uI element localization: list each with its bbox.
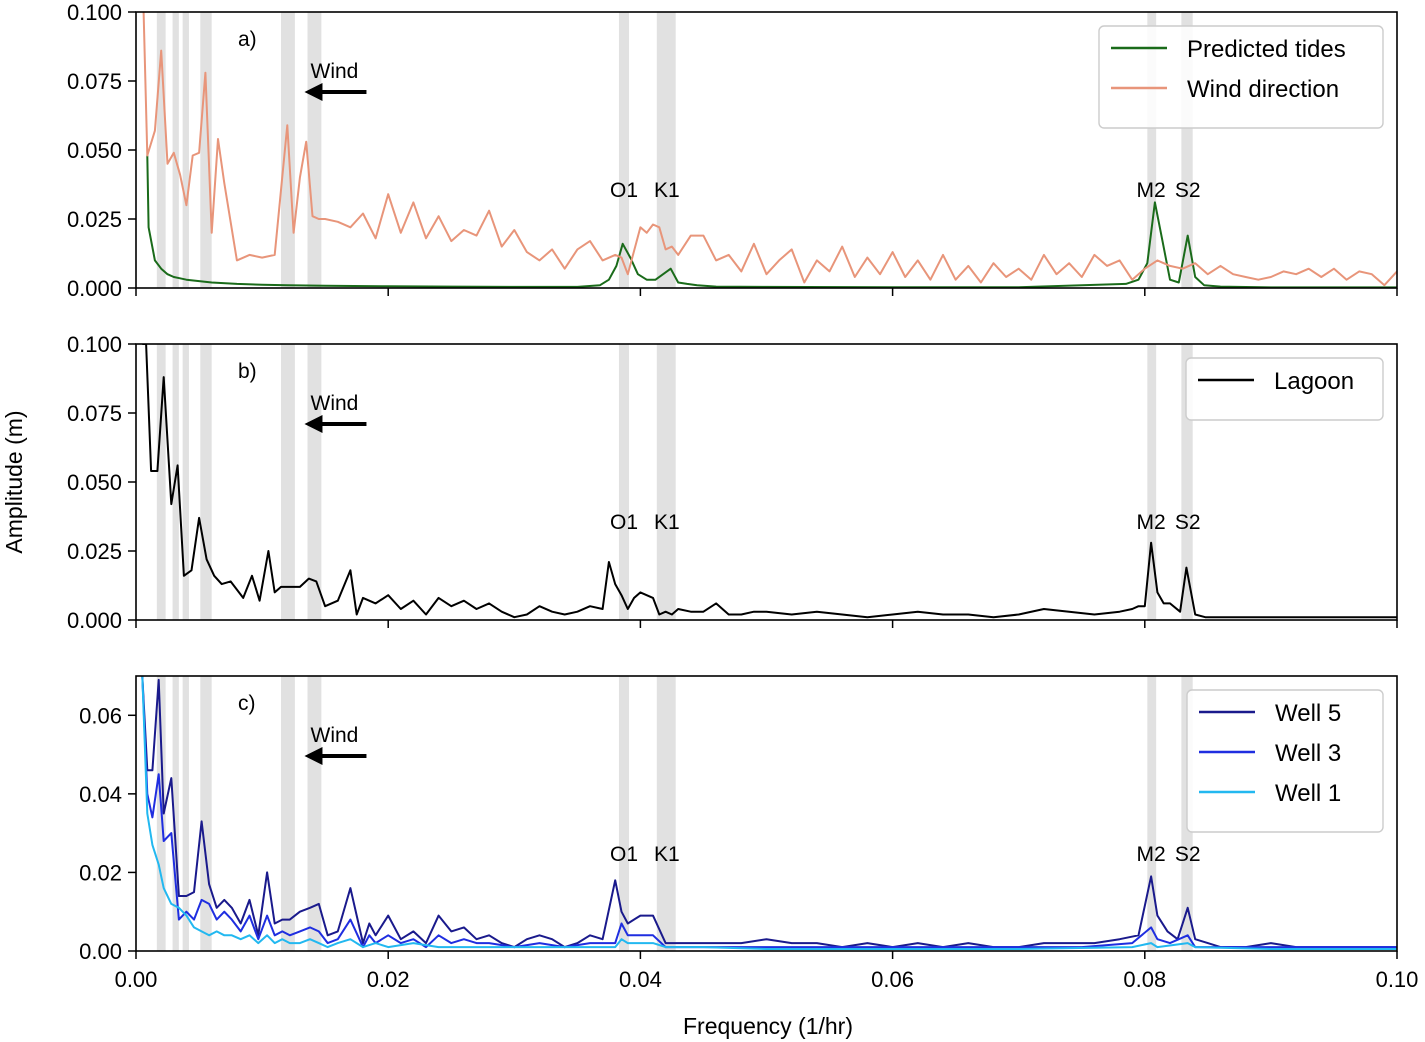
tide-label-o1: O1 [610, 511, 638, 534]
y-tick-label: 0.02 [79, 860, 122, 885]
x-tick-label: 0.08 [1123, 967, 1166, 992]
wind-arrow-head [304, 415, 323, 433]
y-tick-label: 0.000 [67, 608, 122, 633]
y-tick-label: 0.050 [67, 138, 122, 163]
wind-arrow-head [304, 83, 323, 101]
tide-label-m2: M2 [1137, 843, 1166, 866]
y-tick-label: 0.025 [67, 539, 122, 564]
y-axis-title: Amplitude (m) [1, 410, 27, 553]
shaded-band [156, 344, 166, 620]
x-tick-label: 0.06 [871, 967, 914, 992]
panel-1: 0.000 0.025 0.050 0.075 0.100 a) Wind O1 K1 M2 S2 P… [67, 0, 1398, 301]
shaded-band [307, 344, 322, 620]
panel-2: 0.000 0.025 0.050 0.075 0.100 b) Wind O1 K1 M2 S2 L… [67, 332, 1398, 633]
y-tick-label: 0.075 [67, 401, 122, 426]
legend-box [1098, 25, 1384, 129]
legend-entry: Predicted tides [1187, 36, 1346, 63]
x-tick-label: 0.04 [619, 967, 662, 992]
shaded-band [1147, 676, 1157, 951]
tide-label-m2: M2 [1137, 511, 1166, 534]
shaded-band [618, 676, 630, 951]
legend-entry: Well 3 [1275, 740, 1341, 767]
tide-label-k1: K1 [654, 843, 680, 866]
shaded-band [307, 676, 322, 951]
series-lines [142, 344, 1397, 619]
y-tick-label: 0.00 [79, 939, 122, 964]
shaded-bands [156, 344, 1193, 620]
tide-label-s2: S2 [1175, 511, 1201, 534]
tide-label-s2: S2 [1175, 179, 1201, 202]
y-tick-label: 0.100 [67, 0, 122, 25]
plot-frame [135, 675, 1398, 952]
tide-label-k1: K1 [654, 511, 680, 534]
y-tick-label: 0.075 [67, 69, 122, 94]
y-tick-label: 0.06 [79, 703, 122, 728]
shaded-band [1147, 12, 1157, 288]
y-tick-label: 0.000 [67, 276, 122, 301]
panel-label: a) [238, 28, 257, 51]
series-line-well-3 [141, 676, 1397, 949]
shaded-band [281, 676, 295, 951]
shaded-band [200, 676, 212, 951]
shaded-band [182, 676, 189, 951]
tide-label-s2: S2 [1175, 843, 1201, 866]
x-tick-label: 0.00 [115, 967, 158, 992]
tide-label-k1: K1 [654, 179, 680, 202]
wind-label: Wind [311, 392, 359, 415]
legend: Lagoon [1185, 357, 1384, 421]
legend: Well 5 Well 3 Well 1 [1186, 689, 1384, 833]
shaded-band [656, 344, 676, 620]
shaded-band [618, 12, 630, 288]
legend-box [1186, 689, 1384, 833]
y-tick-label: 0.100 [67, 332, 122, 357]
series-line-wind-direction [142, 12, 1397, 287]
tide-label-m2: M2 [1137, 179, 1166, 202]
y-tick-label: 0.050 [67, 470, 122, 495]
shaded-band [156, 12, 166, 288]
tide-label-o1: O1 [610, 843, 638, 866]
y-tick-label: 0.025 [67, 207, 122, 232]
shaded-band [200, 344, 212, 620]
series-line-predicted-tides [146, 155, 1397, 288]
legend: Predicted tides Wind direction [1098, 25, 1384, 129]
shaded-band [307, 12, 322, 288]
series-line-well-5 [141, 676, 1397, 949]
legend-entry: Well 1 [1275, 780, 1341, 807]
y-tick-label: 0.04 [79, 782, 122, 807]
shaded-band [1147, 344, 1157, 620]
wind-arrow-head [304, 747, 323, 765]
panel-label: b) [238, 360, 257, 383]
panel-label: c) [238, 692, 256, 715]
x-axis-title: Frequency (1/hr) [683, 1013, 853, 1039]
shaded-band [182, 12, 189, 288]
shaded-band [618, 344, 630, 620]
series-line-lagoon [142, 344, 1397, 619]
series-line-well-1 [141, 676, 1397, 950]
shaded-bands [156, 12, 1193, 288]
legend-entry: Well 5 [1275, 700, 1341, 727]
wind-label: Wind [311, 724, 359, 747]
shaded-band [172, 12, 179, 288]
shaded-band [1181, 344, 1193, 620]
series-lines [142, 12, 1397, 288]
shaded-band [656, 12, 676, 288]
tide-label-o1: O1 [610, 179, 638, 202]
shaded-band [200, 12, 212, 288]
legend-box [1185, 357, 1384, 421]
shaded-band [182, 344, 189, 620]
legend-entry: Lagoon [1274, 368, 1354, 395]
x-tick-label: 0.10 [1376, 967, 1419, 992]
shaded-band [172, 676, 179, 951]
legend-entry: Wind direction [1187, 76, 1339, 103]
shaded-band [1181, 12, 1193, 288]
panel-3: 0.00 0.02 0.04 0.06 0.08 0.10 0.00 0.02 0.04 0.06… [79, 675, 1419, 992]
x-tick-label: 0.02 [367, 967, 410, 992]
shaded-band [281, 344, 295, 620]
shaded-bands [156, 676, 1193, 951]
series-lines [141, 676, 1397, 950]
shaded-band [656, 676, 676, 951]
wind-label: Wind [311, 60, 359, 83]
